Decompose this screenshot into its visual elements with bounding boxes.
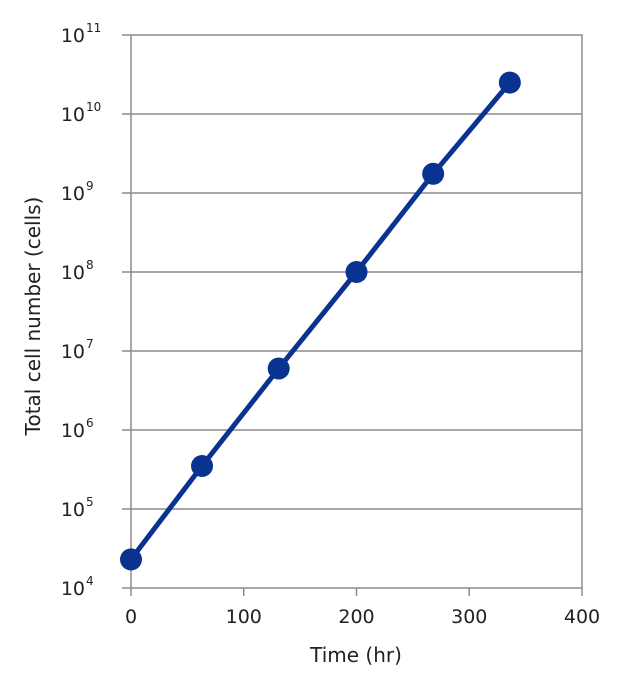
- x-tick-label: 400: [564, 606, 600, 628]
- y-tick-exponent: 5: [86, 495, 94, 509]
- y-tick-label: 10: [61, 183, 85, 205]
- data-point: [422, 162, 445, 185]
- x-tick-label: 300: [451, 606, 487, 628]
- series: [120, 71, 521, 571]
- y-tick-exponent: 4: [86, 574, 94, 588]
- x-axis: 0 100 200 300 400: [125, 588, 600, 628]
- series-line: [128, 80, 513, 562]
- y-tick-label: 10: [61, 104, 85, 126]
- y-tick-label: 10: [61, 420, 85, 442]
- y-tick-exponent: 11: [86, 21, 101, 35]
- y-tick-exponent: 10: [86, 100, 101, 114]
- x-tick-label: 0: [125, 606, 137, 628]
- data-point: [345, 261, 368, 283]
- y-tick-label: 10: [61, 341, 85, 363]
- data-point: [498, 71, 521, 94]
- x-axis-title: Time (hr): [309, 643, 402, 667]
- y-tick-label: 10: [61, 262, 85, 284]
- x-tick-label: 100: [226, 606, 262, 628]
- data-point: [267, 357, 290, 380]
- plot-frame: [130, 34, 583, 589]
- data-point: [120, 548, 142, 571]
- y-tick-label: 10: [61, 25, 85, 47]
- y-tick-exponent: 7: [86, 337, 94, 351]
- x-tick-label: 200: [338, 606, 374, 628]
- y-tick-label: 10: [61, 499, 85, 521]
- y-tick-exponent: 6: [86, 416, 94, 430]
- y-tick-exponent: 9: [86, 179, 94, 193]
- y-tick-exponent: 8: [86, 258, 94, 272]
- y-axis-title: Total cell number (cells): [21, 197, 45, 437]
- y-tick-label: 10: [61, 578, 85, 600]
- grid: [131, 113, 582, 510]
- data-point: [191, 455, 214, 478]
